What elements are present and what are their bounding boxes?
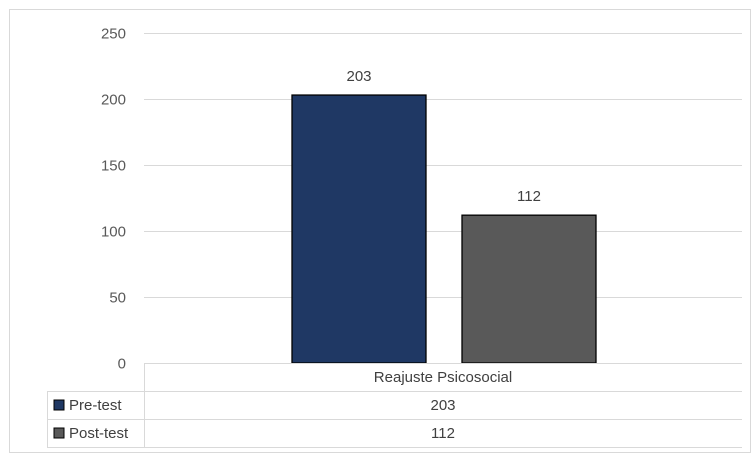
y-tick-label: 100 [101, 224, 126, 241]
table-value: 203 [430, 397, 455, 414]
legend-series-name: Pre-test [69, 397, 122, 414]
y-tick-label: 150 [101, 158, 126, 175]
table-category-label: Reajuste Psicosocial [374, 369, 512, 386]
y-axis-ticks: 0 50 100 150 200 250 [101, 26, 126, 373]
legend-swatch [54, 400, 64, 410]
bar-post-test [462, 215, 596, 363]
table-value: 112 [431, 425, 455, 442]
data-label: 112 [517, 188, 541, 205]
data-label: 203 [346, 68, 371, 85]
y-tick-label: 200 [101, 92, 126, 109]
bars [292, 95, 596, 363]
legend-series-name: Post-test [69, 425, 129, 442]
legend-swatch [54, 428, 64, 438]
data-table: Reajuste Psicosocial Pre-test 203 Post-test… [47, 363, 742, 448]
y-tick-label: 250 [101, 26, 126, 43]
gridlines [144, 34, 742, 298]
y-tick-label: 50 [109, 290, 126, 307]
bar-pre-test [292, 95, 426, 363]
y-tick-label: 0 [118, 356, 126, 373]
